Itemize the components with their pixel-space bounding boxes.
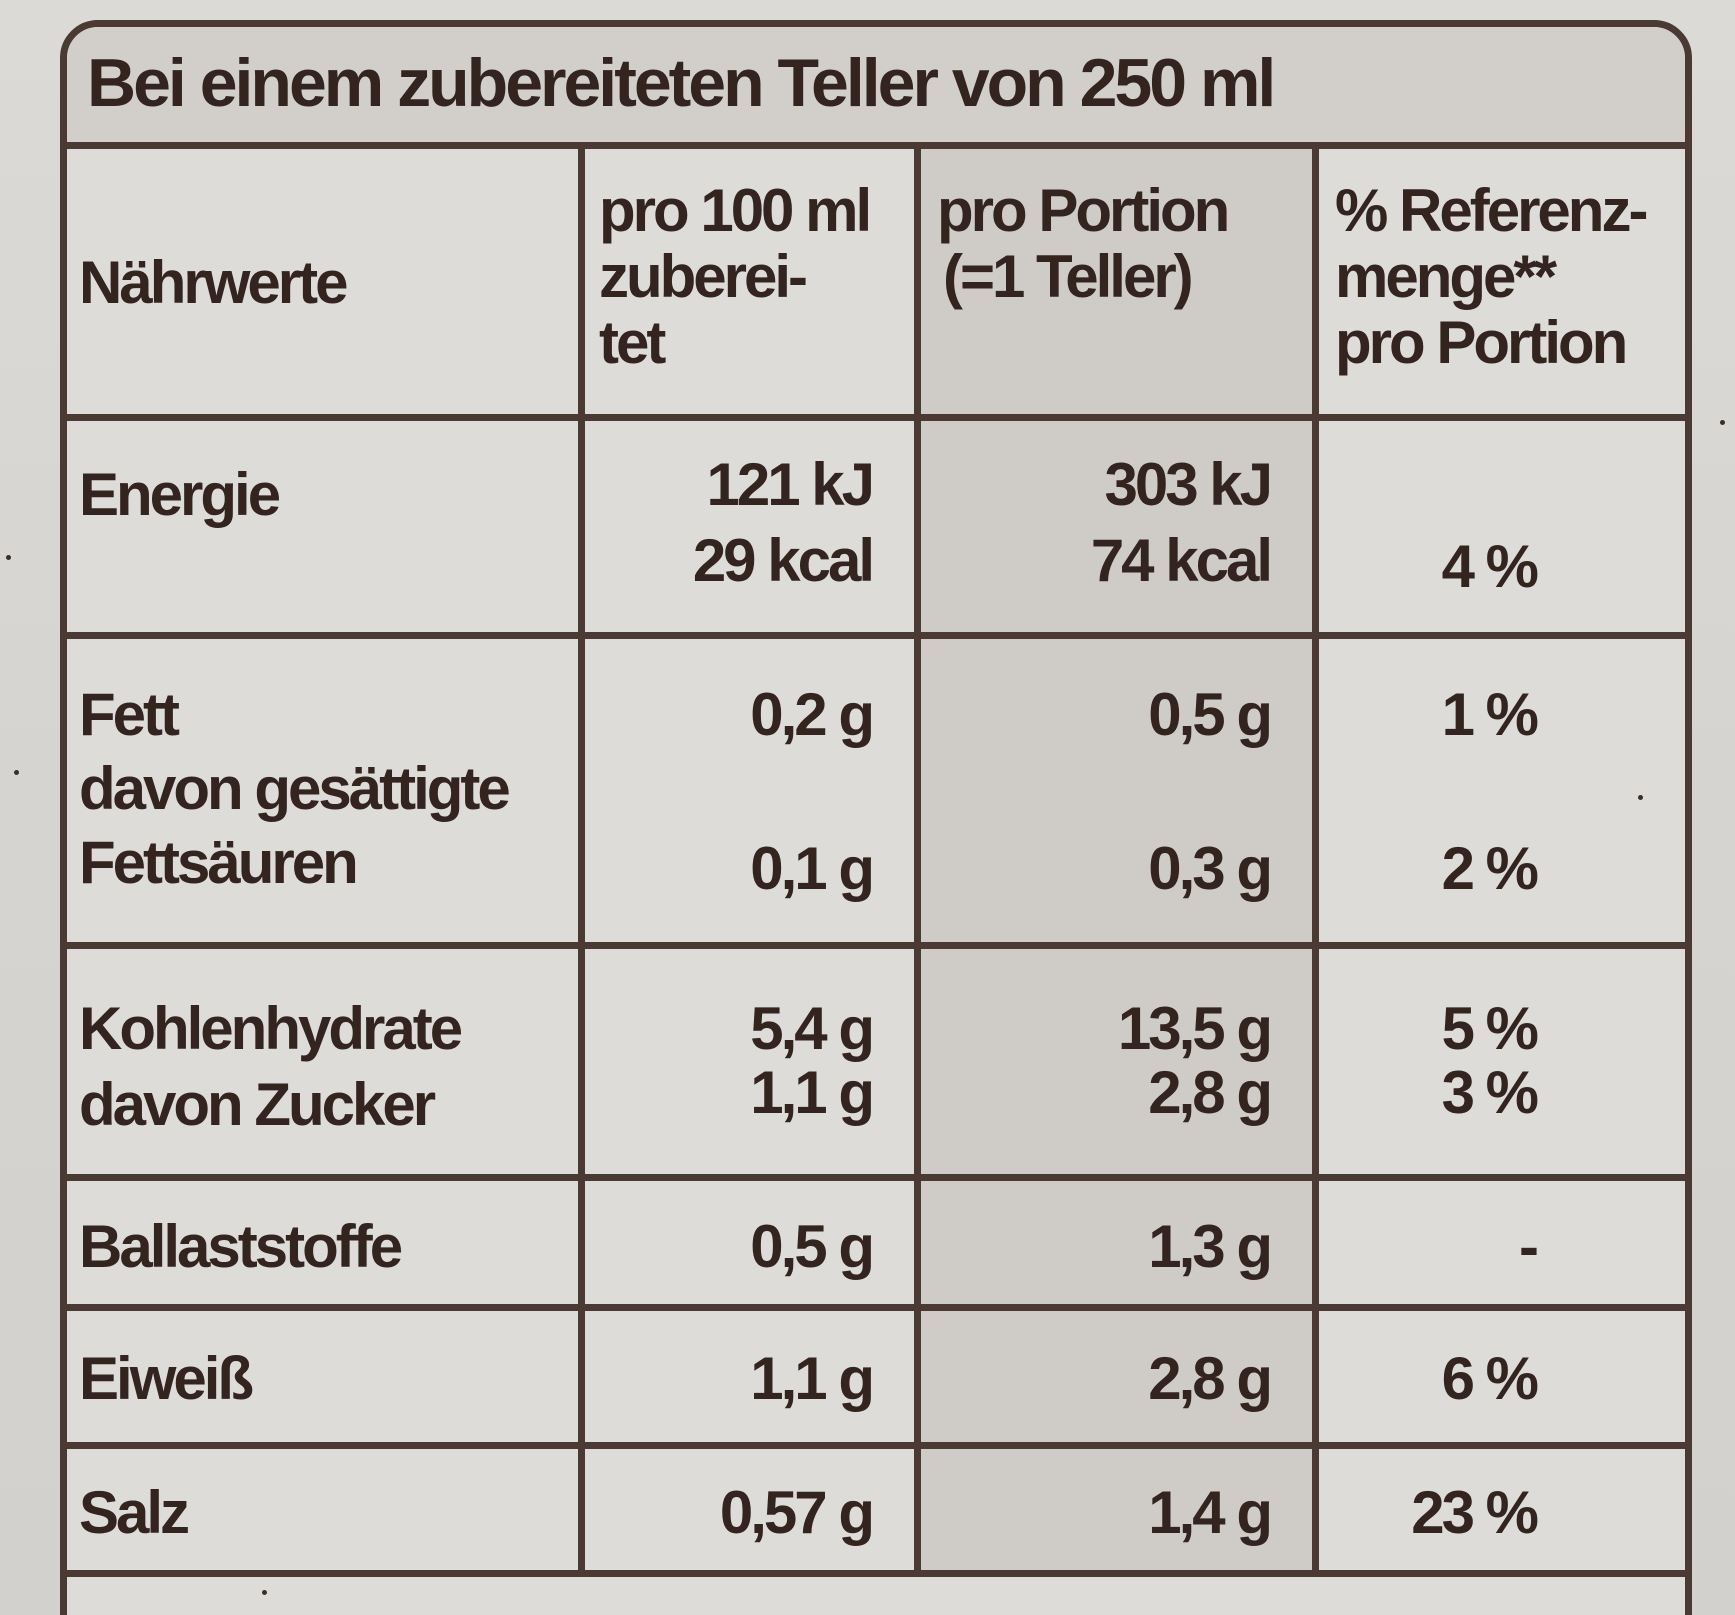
header-cell-reference: % Referenz- menge** pro Portion xyxy=(1319,149,1685,414)
value-fett-sub-portion: 0,3 g xyxy=(1148,835,1273,902)
row-label-fett: Fett xyxy=(79,681,180,748)
cell-energie-per100: 121 kJ 29 kcal xyxy=(585,421,921,632)
print-speck xyxy=(1638,795,1643,800)
column-header-ref-line2: menge** xyxy=(1335,243,1557,310)
value-eiweiss-per100: 1,1 g xyxy=(750,1345,875,1412)
column-header-portion-line1: pro Portion xyxy=(937,177,1230,244)
value-fett-sub-per100: 0,1 g xyxy=(750,835,875,902)
row-label-ballaststoffe: Ballaststoffe xyxy=(79,1213,403,1280)
row-label-fett-sub-1: davon gesättigte xyxy=(79,755,511,822)
value-energie-per100-kj: 121 kJ xyxy=(706,451,875,518)
cell-salz-portion: 1,4 g xyxy=(921,1449,1319,1570)
value-fett-ref: 1 % xyxy=(1441,681,1539,748)
print-speck xyxy=(262,1590,267,1595)
cell-salz-label: Salz xyxy=(67,1449,585,1570)
table-header-row: Nährwerte pro 100 ml zuberei- tet pro Po… xyxy=(67,149,1685,421)
value-fett-per100: 0,2 g xyxy=(750,681,875,748)
value-salz-per100: 0,57 g xyxy=(719,1479,875,1546)
cell-ballaststoffe-ref: - xyxy=(1319,1181,1685,1304)
cell-salz-ref: 23 % xyxy=(1319,1449,1685,1570)
cell-eiweiss-label: Eiweiß xyxy=(67,1311,585,1442)
cell-ballaststoffe-per100: 0,5 g xyxy=(585,1181,921,1304)
row-label-fett-sub-2: Fettsäuren xyxy=(79,829,359,896)
cell-fett-ref: 1 % 2 % xyxy=(1319,639,1685,942)
value-salz-ref: 23 % xyxy=(1411,1479,1539,1546)
table-row-salz: Salz 0,57 g 1,4 g 23 % xyxy=(67,1449,1685,1577)
cell-kohlenhydrate-label: Kohlenhydrate davon Zucker xyxy=(67,949,585,1174)
cell-fett-per100: 0,2 g 0,1 g xyxy=(585,639,921,942)
value-eiweiss-portion: 2,8 g xyxy=(1148,1345,1273,1412)
cell-energie-portion: 303 kJ 74 kcal xyxy=(921,421,1319,632)
cell-energie-label: Energie xyxy=(67,421,585,632)
table-row-ballaststoffe: Ballaststoffe 0,5 g 1,3 g - xyxy=(67,1181,1685,1311)
value-kohlenhydrate-per100: 5,4 g xyxy=(750,995,875,1062)
cell-kohlenhydrate-portion: 13,5 g 2,8 g xyxy=(921,949,1319,1174)
nutrition-label: Bei einem zubereiteten Teller von 250 ml… xyxy=(60,20,1692,1615)
table-row-fett: Fett davon gesättigte Fettsäuren 0,2 g 0… xyxy=(67,639,1685,949)
cell-energie-ref: 4 % xyxy=(1319,421,1685,632)
cell-eiweiss-portion: 2,8 g xyxy=(921,1311,1319,1442)
value-salz-portion: 1,4 g xyxy=(1148,1479,1273,1546)
value-fett-portion: 0,5 g xyxy=(1148,681,1273,748)
column-header-per100-line3: tet xyxy=(599,309,666,376)
value-ballaststoffe-portion: 1,3 g xyxy=(1148,1213,1273,1280)
cell-eiweiss-per100: 1,1 g xyxy=(585,1311,921,1442)
row-label-salz: Salz xyxy=(79,1479,190,1546)
column-header-ref-line1: % Referenz- xyxy=(1335,177,1648,244)
value-kohlenhydrate-ref: 5 % xyxy=(1441,995,1539,1062)
cell-kohlenhydrate-per100: 5,4 g 1,1 g xyxy=(585,949,921,1174)
column-header-portion-line2: (=1 Teller) xyxy=(943,243,1194,310)
print-speck xyxy=(6,555,11,560)
row-label-zucker: davon Zucker xyxy=(79,1071,436,1138)
value-zucker-portion: 2,8 g xyxy=(1148,1059,1273,1126)
value-zucker-per100: 1,1 g xyxy=(750,1059,875,1126)
label-title: Bei einem zubereiteten Teller von 250 ml xyxy=(87,45,1276,121)
table-row-kohlenhydrate: Kohlenhydrate davon Zucker 5,4 g 1,1 g 1… xyxy=(67,949,1685,1181)
row-label-eiweiss: Eiweiß xyxy=(79,1345,254,1412)
column-header-naehrwerte: Nährwerte xyxy=(79,249,348,316)
row-label-kohlenhydrate: Kohlenhydrate xyxy=(79,995,463,1062)
column-header-per100-line1: pro 100 ml xyxy=(599,177,872,244)
cell-fett-portion: 0,5 g 0,3 g xyxy=(921,639,1319,942)
header-cell-portion: pro Portion (=1 Teller) xyxy=(921,149,1319,414)
value-fett-sub-ref: 2 % xyxy=(1441,835,1539,902)
cell-fett-label: Fett davon gesättigte Fettsäuren xyxy=(67,639,585,942)
value-ballaststoffe-per100: 0,5 g xyxy=(750,1213,875,1280)
column-header-per100-line2: zuberei- xyxy=(599,243,808,310)
value-zucker-ref: 3 % xyxy=(1441,1059,1539,1126)
print-speck xyxy=(14,770,19,775)
print-speck xyxy=(1720,420,1725,425)
cell-kohlenhydrate-ref: 5 % 3 % xyxy=(1319,949,1685,1174)
table-row-eiweiss: Eiweiß 1,1 g 2,8 g 6 % xyxy=(67,1311,1685,1449)
header-cell-label: Nährwerte xyxy=(67,149,585,414)
column-header-ref-line3: pro Portion xyxy=(1335,309,1628,376)
value-ballaststoffe-ref: - xyxy=(1519,1213,1539,1280)
value-energie-ref: 4 % xyxy=(1441,533,1539,600)
value-energie-portion-kcal: 74 kcal xyxy=(1090,527,1273,594)
header-cell-per100: pro 100 ml zuberei- tet xyxy=(585,149,921,414)
value-energie-per100-kcal: 29 kcal xyxy=(692,527,875,594)
cell-ballaststoffe-label: Ballaststoffe xyxy=(67,1181,585,1304)
value-eiweiss-ref: 6 % xyxy=(1441,1345,1539,1412)
label-header: Bei einem zubereiteten Teller von 250 ml xyxy=(67,27,1685,149)
row-label-energie: Energie xyxy=(79,461,281,528)
cell-ballaststoffe-portion: 1,3 g xyxy=(921,1181,1319,1304)
value-kohlenhydrate-portion: 13,5 g xyxy=(1117,995,1273,1062)
table-row-energie: Energie 121 kJ 29 kcal 303 kJ 74 kcal 4 … xyxy=(67,421,1685,639)
cell-eiweiss-ref: 6 % xyxy=(1319,1311,1685,1442)
cell-salz-per100: 0,57 g xyxy=(585,1449,921,1570)
value-energie-portion-kj: 303 kJ xyxy=(1104,451,1273,518)
